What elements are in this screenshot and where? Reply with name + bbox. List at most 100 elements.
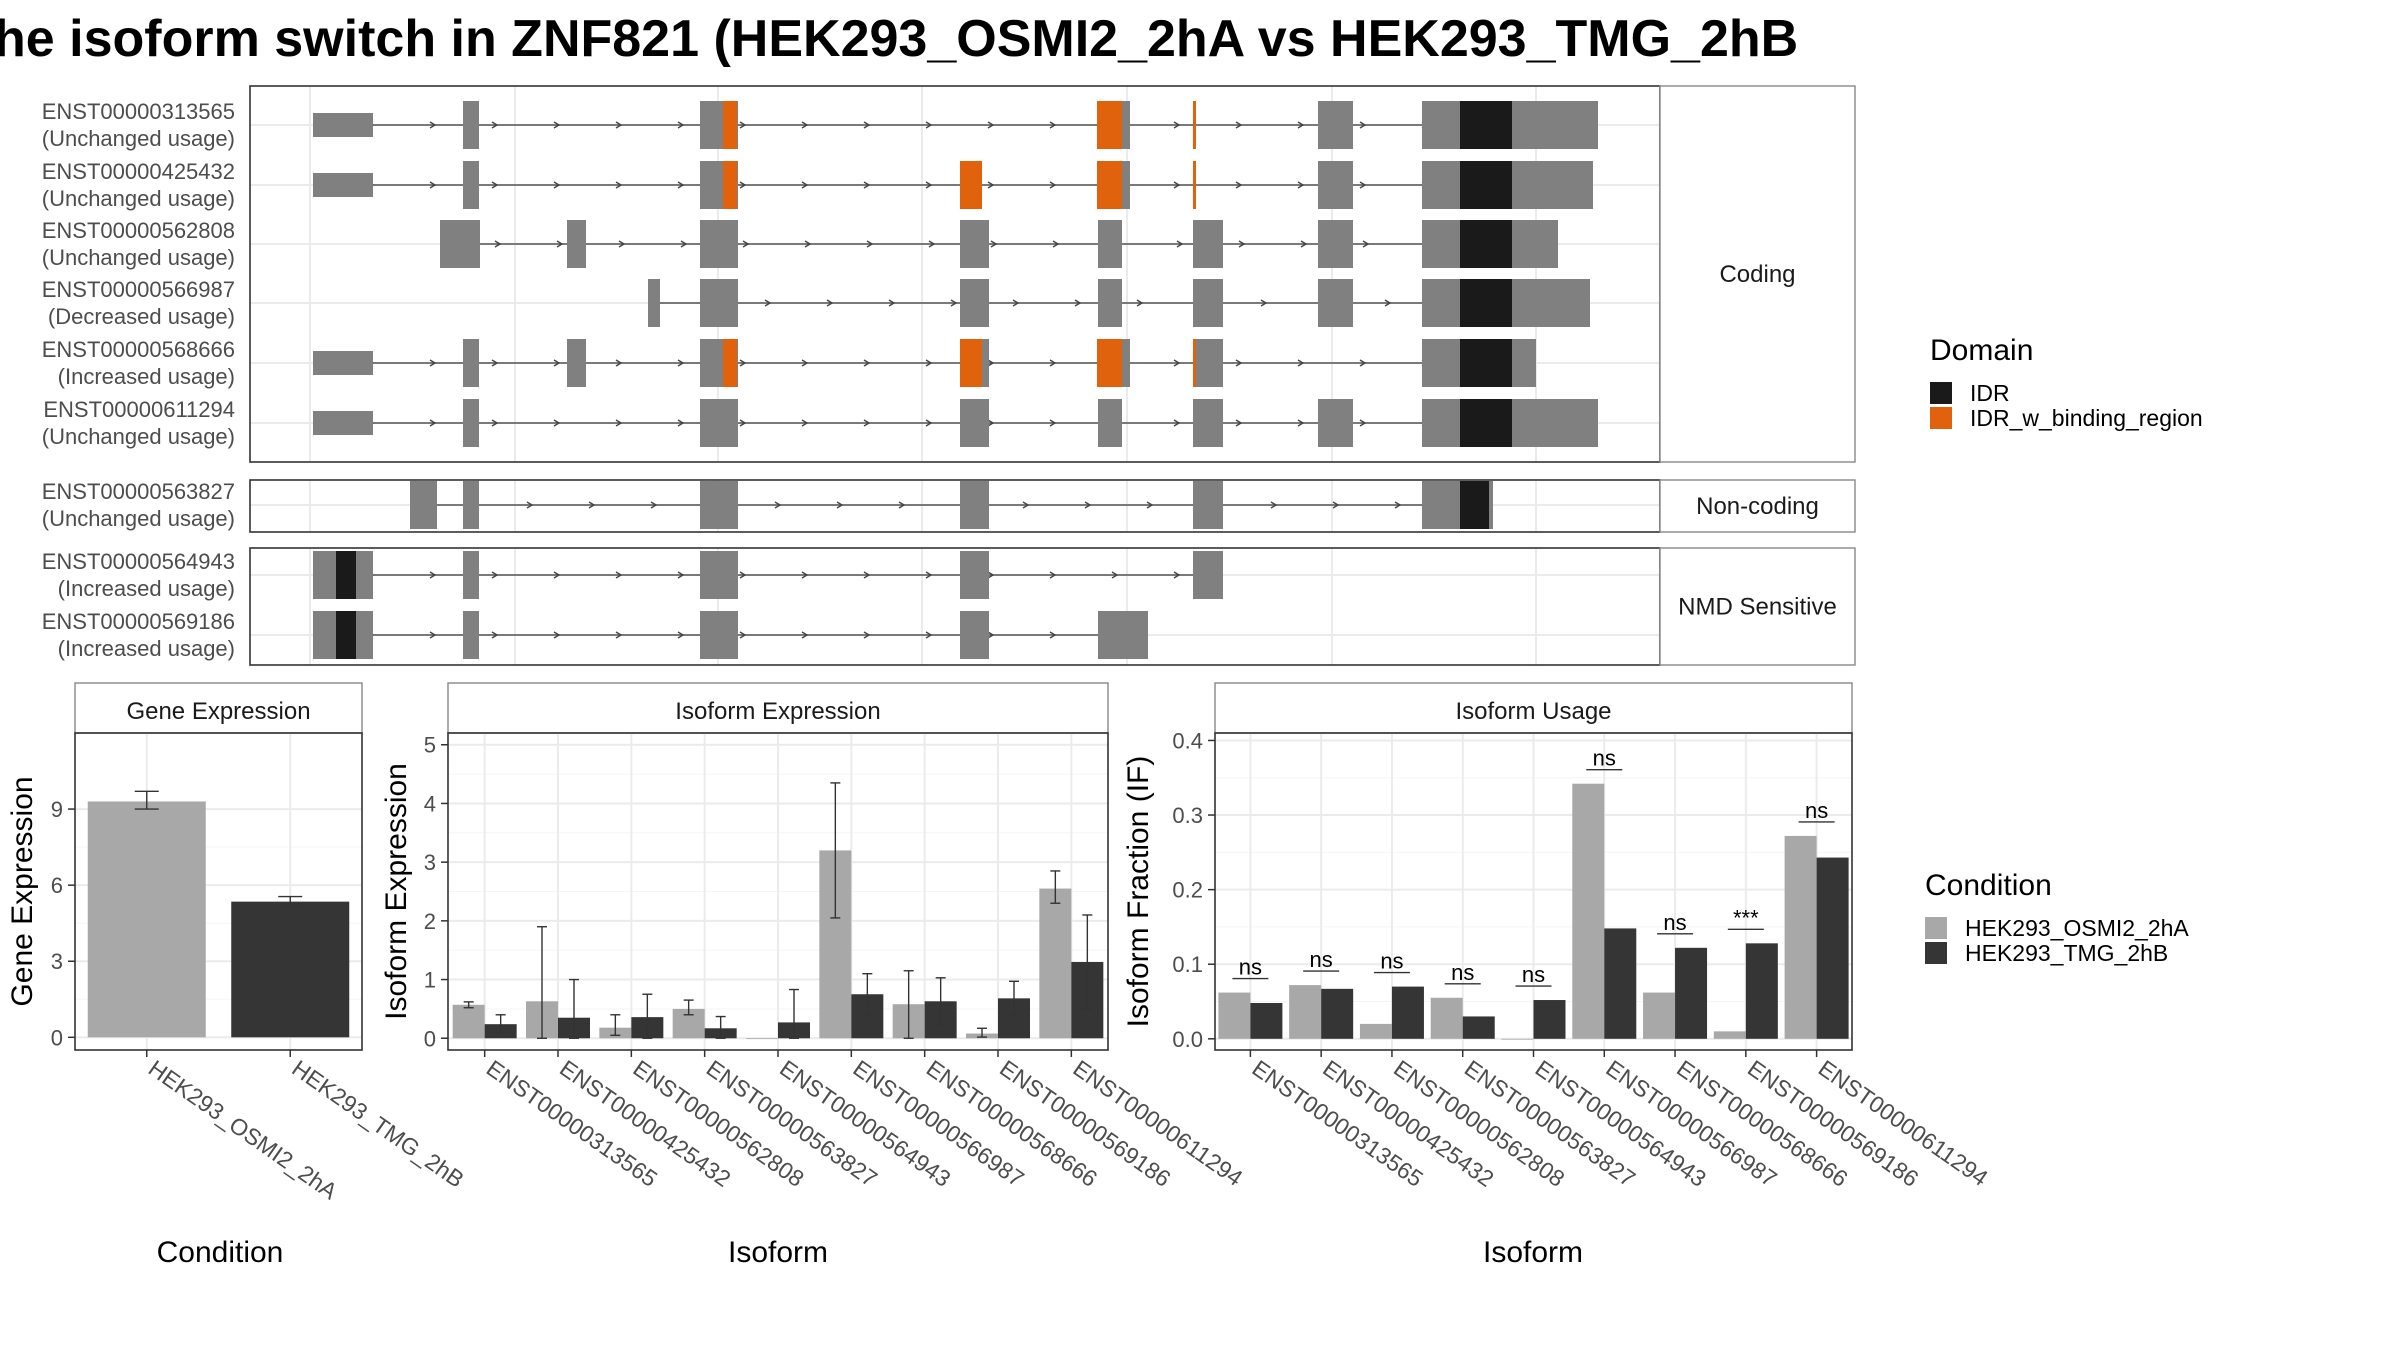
direction-arrow — [1173, 181, 1181, 189]
y-tick-label: 4 — [424, 791, 436, 816]
direction-arrow — [615, 571, 623, 579]
direction-arrow — [429, 121, 437, 129]
chart-title: Isoform Expression — [675, 698, 880, 725]
exon-block — [463, 611, 479, 659]
direction-arrow — [1136, 299, 1144, 307]
exon-block — [700, 220, 738, 268]
y-tick-label: 0 — [51, 1025, 63, 1050]
significance-label: ns — [1593, 746, 1616, 771]
direction-arrow — [987, 419, 995, 427]
direction-arrow — [1359, 121, 1367, 129]
chart-gene-expression: Gene Expression0369HEK293_OSMI2_2hAHEK29… — [6, 682, 469, 1269]
exon-block — [960, 220, 989, 268]
direction-arrow — [987, 181, 995, 189]
direction-arrow — [615, 359, 623, 367]
transcript-row-ENST00000562808: ENST00000562808(Unchanged usage) — [42, 218, 1558, 270]
facet-strip — [1659, 547, 1856, 666]
direction-arrow — [1297, 419, 1305, 427]
direction-arrow — [764, 299, 772, 307]
exon-block — [463, 481, 479, 529]
exon-block — [960, 551, 989, 599]
facet-strip-label: NMD Sensitive — [1678, 594, 1837, 621]
legend-key — [1930, 382, 1952, 404]
direction-arrow — [650, 501, 658, 509]
direction-arrow — [950, 299, 958, 307]
exon-block — [1098, 279, 1122, 327]
direction-arrow — [739, 121, 747, 129]
idr-domain — [1460, 339, 1512, 387]
transcript-id-label: ENST00000564943 — [42, 549, 235, 574]
legend-label: IDR — [1970, 380, 2010, 406]
exon-block — [1193, 551, 1223, 599]
direction-arrow — [677, 631, 685, 639]
chart-strip — [1214, 682, 1853, 734]
direction-arrow — [1359, 181, 1367, 189]
bar — [87, 801, 206, 1038]
direction-arrow — [1049, 121, 1057, 129]
y-axis-label: Isoform Expression — [380, 763, 413, 1020]
direction-arrow — [863, 571, 871, 579]
direction-arrow — [987, 121, 995, 129]
facet-strip — [1659, 479, 1856, 533]
bar — [1745, 943, 1778, 1039]
direction-arrow — [801, 181, 809, 189]
direction-arrow — [588, 501, 596, 509]
exon-block — [1318, 399, 1353, 447]
direction-arrow — [1394, 501, 1402, 509]
idr-binding-domain — [1097, 339, 1122, 387]
exon-block — [700, 399, 738, 447]
direction-arrow — [491, 571, 499, 579]
exon-block — [463, 339, 479, 387]
structure-panel-bg — [250, 548, 1660, 665]
direction-arrow — [1359, 419, 1367, 427]
bar — [1039, 888, 1072, 1039]
exon-block — [1318, 220, 1353, 268]
chart-strip — [74, 682, 363, 734]
exon-block — [700, 279, 738, 327]
y-tick-label: 0 — [424, 1026, 436, 1051]
bar — [1218, 992, 1251, 1039]
y-tick-label: 0.1 — [1172, 952, 1203, 977]
direction-arrow — [739, 631, 747, 639]
direction-arrow — [863, 121, 871, 129]
structure-group-coding: ENST00000313565(Unchanged usage)ENST0000… — [42, 85, 1856, 463]
chart-panel-border — [1214, 732, 1853, 1051]
figure-title: he isoform switch in ZNF821 (HEK293_OSMI… — [0, 10, 1798, 68]
bar-charts: Gene Expression0369HEK293_OSMI2_2hAHEK29… — [6, 682, 1993, 1269]
transcript-id-label: ENST00000562808 — [42, 218, 235, 243]
direction-arrow — [925, 631, 933, 639]
exon-block — [1098, 611, 1148, 659]
bar — [1289, 985, 1322, 1039]
direction-arrow — [1297, 121, 1305, 129]
facet-strip — [1659, 85, 1856, 463]
direction-arrow — [863, 631, 871, 639]
direction-arrow — [742, 240, 750, 248]
direction-arrow — [863, 419, 871, 427]
direction-arrow — [1049, 571, 1057, 579]
bar — [1462, 1016, 1495, 1039]
bar — [1713, 1031, 1746, 1039]
transcript-row-ENST00000568666: ENST00000568666(Increased usage) — [42, 337, 1536, 389]
y-tick-label: 5 — [424, 733, 436, 758]
y-tick-label: 3 — [424, 850, 436, 875]
bar — [231, 901, 350, 1038]
exon-block — [1098, 220, 1122, 268]
transcript-id-label: ENST00000569186 — [42, 609, 235, 634]
direction-arrow — [1111, 571, 1119, 579]
direction-arrow — [925, 359, 933, 367]
transcript-id-label: ENST00000563827 — [42, 479, 235, 504]
direction-arrow — [987, 359, 995, 367]
transcript-id-label: ENST00000313565 — [42, 99, 235, 124]
idr-domain — [1460, 161, 1512, 209]
direction-arrow — [494, 240, 502, 248]
direction-arrow — [1235, 419, 1243, 427]
y-axis-label: Isoform Fraction (IF) — [1122, 756, 1155, 1028]
direction-arrow — [925, 121, 933, 129]
direction-arrow — [615, 631, 623, 639]
direction-arrow — [1297, 359, 1305, 367]
direction-arrow — [774, 501, 782, 509]
direction-arrow — [1176, 240, 1184, 248]
significance-label: ns — [1663, 910, 1686, 935]
facet-strip-label: Coding — [1719, 261, 1795, 288]
